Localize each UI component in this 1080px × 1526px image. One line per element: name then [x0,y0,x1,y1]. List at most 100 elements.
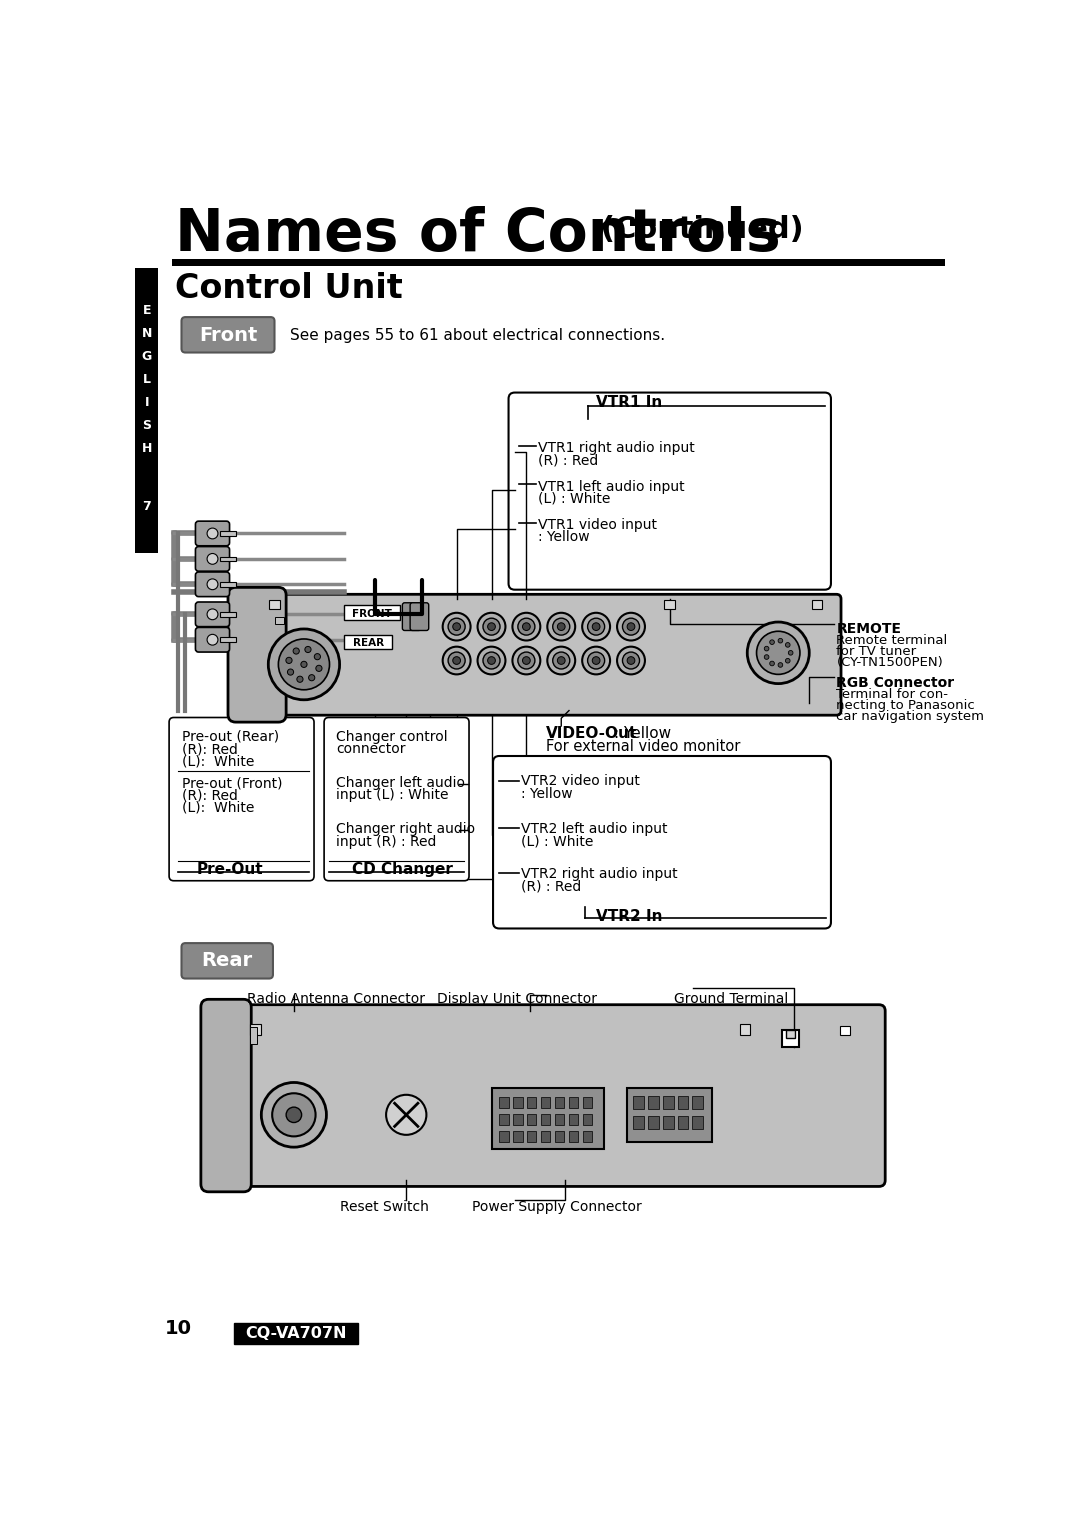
Bar [692,1116,703,1129]
Circle shape [757,632,800,674]
Circle shape [279,639,329,690]
Text: (Continued): (Continued) [600,215,804,244]
Text: For external video monitor: For external video monitor [545,739,740,754]
Bar [499,1131,509,1141]
Bar [740,1024,751,1035]
Bar [513,1131,523,1141]
Circle shape [788,650,793,655]
Bar [527,1097,537,1108]
FancyBboxPatch shape [195,627,230,652]
FancyBboxPatch shape [195,572,230,597]
Circle shape [297,676,303,682]
Circle shape [483,618,500,635]
Circle shape [747,623,809,684]
Bar [648,1096,659,1109]
Text: Rear: Rear [202,951,253,971]
Bar [491,1088,604,1149]
Circle shape [588,652,605,668]
Bar [555,1097,565,1108]
Bar [249,1027,257,1044]
Text: REMOTE: REMOTE [836,623,902,636]
Circle shape [512,613,540,641]
Bar [663,1116,674,1129]
Text: CD Changer: CD Changer [352,862,453,877]
Bar [527,1131,537,1141]
Bar [249,1024,260,1035]
Text: Ground Terminal: Ground Terminal [674,992,788,1006]
Circle shape [588,618,605,635]
Circle shape [305,647,311,653]
Bar [513,1114,523,1125]
FancyBboxPatch shape [324,717,469,881]
Text: I: I [145,397,149,409]
Circle shape [622,618,639,635]
Text: VTR1 left audio input: VTR1 left audio input [538,479,685,493]
Text: See pages 55 to 61 about electrical connections.: See pages 55 to 61 about electrical conn… [291,328,665,343]
Bar [677,1116,688,1129]
Bar [220,581,235,586]
Circle shape [770,661,774,665]
FancyBboxPatch shape [181,317,274,353]
Circle shape [785,658,791,664]
Text: VTR2 right audio input: VTR2 right audio input [521,867,677,881]
FancyBboxPatch shape [403,603,421,630]
Circle shape [207,528,218,539]
Circle shape [523,656,530,664]
Bar [663,1096,674,1109]
Text: Remote terminal: Remote terminal [836,635,947,647]
Text: VTR1 right audio input: VTR1 right audio input [538,441,694,455]
Circle shape [582,647,610,674]
Bar [664,600,675,609]
Text: G: G [141,349,152,363]
Text: : Yellow: : Yellow [538,531,590,545]
Bar [220,638,235,642]
Bar [345,635,392,649]
Circle shape [627,656,635,664]
Circle shape [453,623,460,630]
Circle shape [309,674,314,681]
Circle shape [622,652,639,668]
Text: Changer right audio: Changer right audio [337,823,475,836]
Circle shape [453,656,460,664]
FancyBboxPatch shape [218,1004,886,1186]
Text: Terminal for con-: Terminal for con- [836,688,948,702]
FancyBboxPatch shape [494,755,831,928]
Circle shape [448,618,465,635]
Bar [692,1096,703,1109]
Circle shape [553,652,570,668]
Circle shape [207,609,218,620]
Circle shape [765,655,769,659]
Bar [499,1097,509,1108]
Text: VTR2 left audio input: VTR2 left audio input [521,823,667,836]
Bar [541,1097,551,1108]
Circle shape [448,652,465,668]
Text: E: E [143,304,151,317]
Text: connector: connector [337,742,406,757]
Bar [840,1025,850,1035]
Circle shape [512,647,540,674]
Text: (R): Red: (R): Red [181,789,238,803]
Circle shape [557,623,565,630]
Text: : Yellow: : Yellow [521,787,572,801]
Circle shape [272,1093,315,1137]
Circle shape [488,656,496,664]
Bar [269,600,280,609]
Circle shape [517,652,535,668]
Text: (L):  White: (L): White [181,801,254,815]
Text: (R) : Red: (R) : Red [521,879,581,893]
Text: Changer left audio: Changer left audio [337,777,465,790]
Text: VIDEO-Out: VIDEO-Out [545,726,637,742]
Bar [569,1131,578,1141]
Bar [583,1097,592,1108]
Bar [541,1114,551,1125]
Text: (R): Red: (R): Red [181,742,238,757]
Text: Changer control: Changer control [337,729,448,743]
Circle shape [627,623,635,630]
Bar [220,612,235,617]
Bar [569,1097,578,1108]
Circle shape [387,1094,427,1135]
Bar [274,618,284,624]
Bar [555,1114,565,1125]
Circle shape [286,658,292,664]
Text: (L):  White: (L): White [181,754,254,769]
